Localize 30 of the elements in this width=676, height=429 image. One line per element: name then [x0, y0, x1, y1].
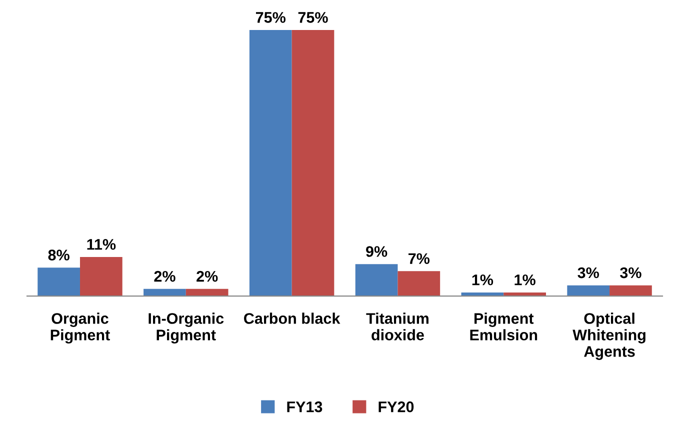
x-tick-label: Optical Whitening Agents [572, 312, 646, 360]
legend-label: FY20 [378, 401, 414, 412]
data-label: 2% [154, 270, 176, 282]
bar [398, 271, 440, 296]
x-tick-label: In-Organic Pigment [148, 312, 224, 344]
bar [186, 288, 228, 296]
bar [144, 288, 186, 296]
data-label: 75% [256, 12, 286, 23]
data-label: 75% [298, 12, 328, 23]
data-label: 1% [472, 274, 494, 286]
data-label: 3% [620, 267, 642, 278]
legend-label: FY13 [287, 401, 322, 412]
bar [249, 30, 292, 296]
data-label: 11% [87, 239, 116, 250]
bar [567, 285, 610, 296]
x-tick-label: Pigment Emulsion [470, 312, 538, 340]
data-label: 8% [48, 250, 70, 260]
bar [80, 257, 122, 296]
data-label: 7% [408, 253, 430, 264]
bar [610, 285, 652, 296]
data-label: 3% [578, 267, 599, 278]
data-label: 9% [366, 246, 388, 257]
bar [38, 268, 80, 296]
bar [292, 30, 334, 296]
x-tick-label: Titanium dioxide [366, 312, 428, 340]
bar [355, 264, 398, 296]
data-label: 2% [196, 270, 218, 282]
x-tick-label: Carbon black [244, 312, 340, 324]
data-label: 1% [514, 274, 536, 286]
x-tick-label: Organic Pigment [50, 312, 110, 344]
